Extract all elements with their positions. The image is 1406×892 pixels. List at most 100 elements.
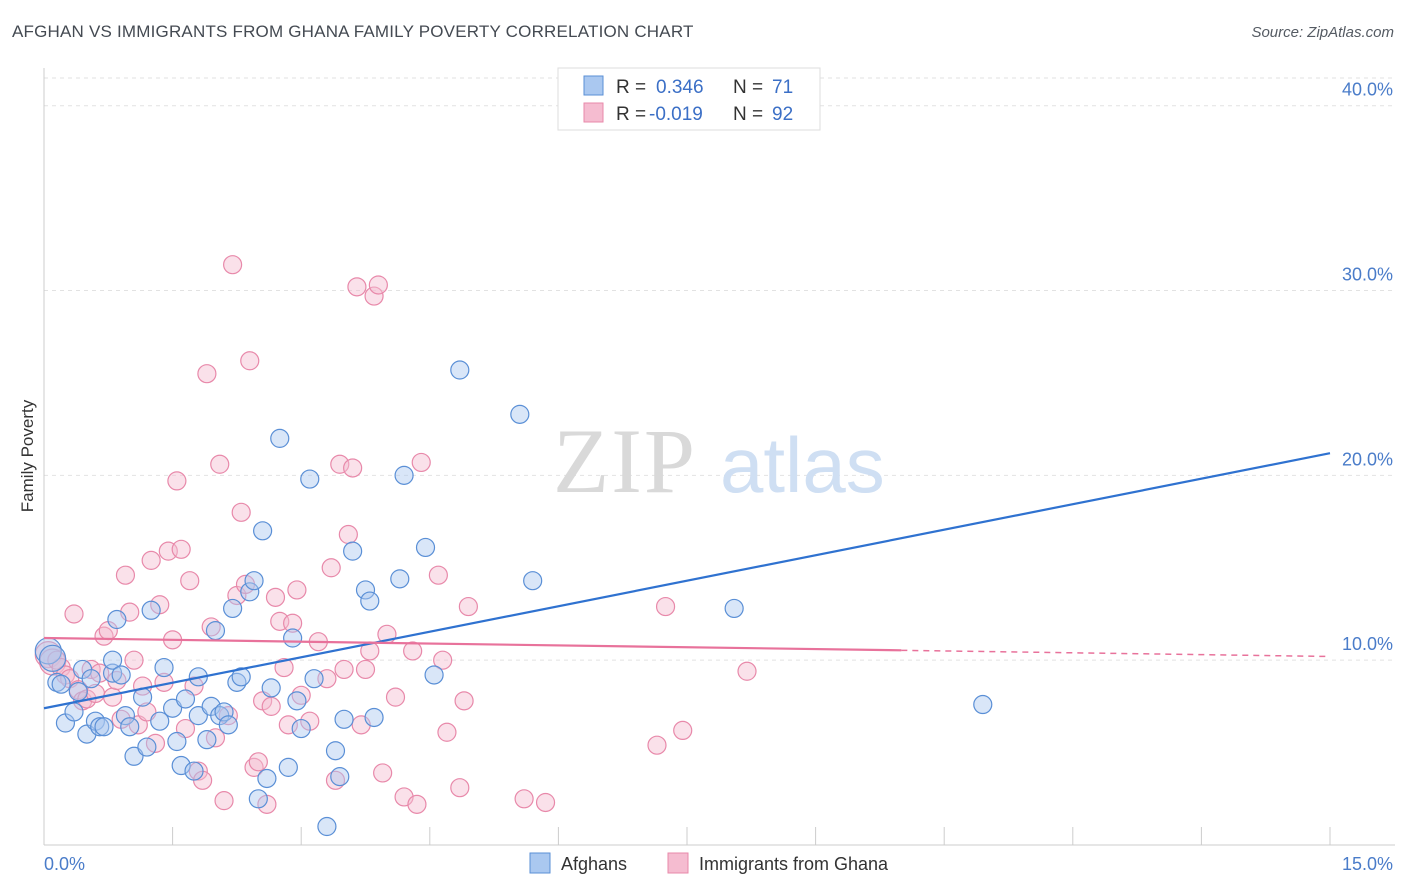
afghans-point-9 <box>81 669 101 689</box>
legend-box: R = 0.346 N = 71 R = -0.019 N = 92 <box>557 67 821 131</box>
afghans-point-22 <box>141 600 161 620</box>
afghans-point-53 <box>304 669 324 689</box>
ghana-point-53 <box>265 587 286 607</box>
afghans-point-42 <box>244 571 264 591</box>
x-tick-label-1: 15.0% <box>1342 854 1393 874</box>
afghans-point-5 <box>64 702 84 722</box>
afghans-point-11 <box>90 717 110 737</box>
y-axis-label: Family Poverty <box>18 399 37 512</box>
afghans-point-45 <box>257 768 277 789</box>
ghana-point-37 <box>197 364 217 384</box>
ghana-point-23 <box>137 702 157 722</box>
afghans-point-63 <box>394 465 414 485</box>
afghans-point-16 <box>111 665 131 685</box>
ghana-point-33 <box>180 571 200 591</box>
legend-n-label-ghana: N = <box>733 104 763 125</box>
afghans-point-62 <box>390 569 410 589</box>
x-tick-labels: 0.0% 15.0% <box>44 854 1393 874</box>
source-label: Source: ZipAtlas.com <box>1251 24 1394 41</box>
afghans-point-56 <box>330 767 350 787</box>
afghans-point-44 <box>253 521 273 541</box>
ghana-point-58 <box>287 580 307 600</box>
afghans-point-12 <box>94 717 114 737</box>
afghans-point-38 <box>223 598 243 619</box>
afghans-point-61 <box>364 707 384 728</box>
ghana-point-90 <box>647 735 667 755</box>
afghans-point-14 <box>102 650 123 670</box>
afghans-point-34 <box>205 621 226 641</box>
ghana-point-89 <box>535 792 556 813</box>
ghana-point-45 <box>231 502 251 522</box>
legend-n-value-afghans: 71 <box>772 77 793 98</box>
afghans-point-58 <box>343 541 363 561</box>
afghans-point-55 <box>325 741 346 761</box>
afghans-point-41 <box>240 582 260 602</box>
ghana-point-91 <box>655 596 676 617</box>
afghans-point-57 <box>334 709 354 729</box>
ghana-point-84 <box>437 722 457 742</box>
afghans-point-70 <box>973 694 993 715</box>
bottom-legend-swatch-ghana <box>667 852 689 874</box>
series-afghans <box>34 360 993 837</box>
ghana-point-68 <box>343 458 363 478</box>
afghans-point-64 <box>415 537 436 558</box>
ghana-point-24 <box>141 550 161 570</box>
afghans-point-49 <box>283 628 303 648</box>
legend-swatch-ghana <box>583 102 604 123</box>
ghana-point-86 <box>454 691 474 711</box>
afghans-point-48 <box>278 757 298 777</box>
ghana-point-79 <box>403 641 423 661</box>
afghans-point-68 <box>523 571 543 591</box>
afghans-point-43 <box>248 789 268 809</box>
axes <box>43 68 1395 846</box>
ghana-point-75 <box>373 763 393 783</box>
watermark-zip: ZIP <box>553 410 697 512</box>
afghans-point-40 <box>231 667 251 687</box>
trendline-afghans <box>43 452 1331 710</box>
ghana-point-40 <box>210 454 230 474</box>
ghana-point-15 <box>102 687 123 707</box>
ghana-point-47 <box>240 351 260 371</box>
ghana-point-93 <box>737 661 757 681</box>
ghana-point-77 <box>385 687 406 707</box>
trendline-ghana-solid <box>43 636 902 652</box>
legend-n-label-afghans: N = <box>733 77 763 98</box>
bottom-legend: Afghans Immigrants from Ghana <box>529 852 889 874</box>
ghana-point-65 <box>330 454 350 474</box>
ghana-point-81 <box>411 452 431 473</box>
legend-swatch-afghans <box>583 75 604 96</box>
ghana-point-20 <box>124 650 144 670</box>
bottom-legend-afghans: Afghans <box>561 854 627 874</box>
ghana-point-66 <box>334 659 354 680</box>
afghans-point-28 <box>175 689 196 709</box>
ghana-point-30 <box>167 471 187 491</box>
x-tick-label-0: 0.0% <box>44 854 85 874</box>
afghans-point-69 <box>724 598 744 619</box>
y-tick-label-2: 30.0% <box>1342 265 1393 285</box>
ghana-point-55 <box>274 657 294 678</box>
afghans-point-18 <box>120 717 140 737</box>
afghans-point-24 <box>154 657 174 678</box>
afghans-point-3 <box>51 674 71 694</box>
chart-title: AFGHAN VS IMMIGRANTS FROM GHANA FAMILY P… <box>12 22 694 41</box>
afghans-point-23 <box>150 711 170 731</box>
legend-r-label-ghana: R = <box>616 104 646 125</box>
legend-r-label-afghans: R = <box>616 77 646 98</box>
y-tick-label-3: 40.0% <box>1342 80 1393 100</box>
ghana-point-92 <box>673 720 693 741</box>
ghana-point-31 <box>171 539 191 559</box>
afghans-point-21 <box>137 737 157 757</box>
ghana-point-35 <box>188 761 208 781</box>
ghana-point-69 <box>347 277 367 297</box>
ghana-point-6 <box>64 604 84 624</box>
y-tick-label-1: 20.0% <box>1342 449 1393 469</box>
afghans-point-25 <box>163 698 183 718</box>
afghans-point-17 <box>115 706 136 726</box>
series-immigrants-from-ghana <box>34 255 757 814</box>
ghana-point-80 <box>407 794 427 814</box>
bottom-legend-ghana: Immigrants from Ghana <box>699 854 889 874</box>
afghans-point-65 <box>424 665 444 685</box>
ghana-point-71 <box>355 659 376 680</box>
ghana-point-41 <box>214 791 234 811</box>
afghans-point-47 <box>270 428 290 448</box>
